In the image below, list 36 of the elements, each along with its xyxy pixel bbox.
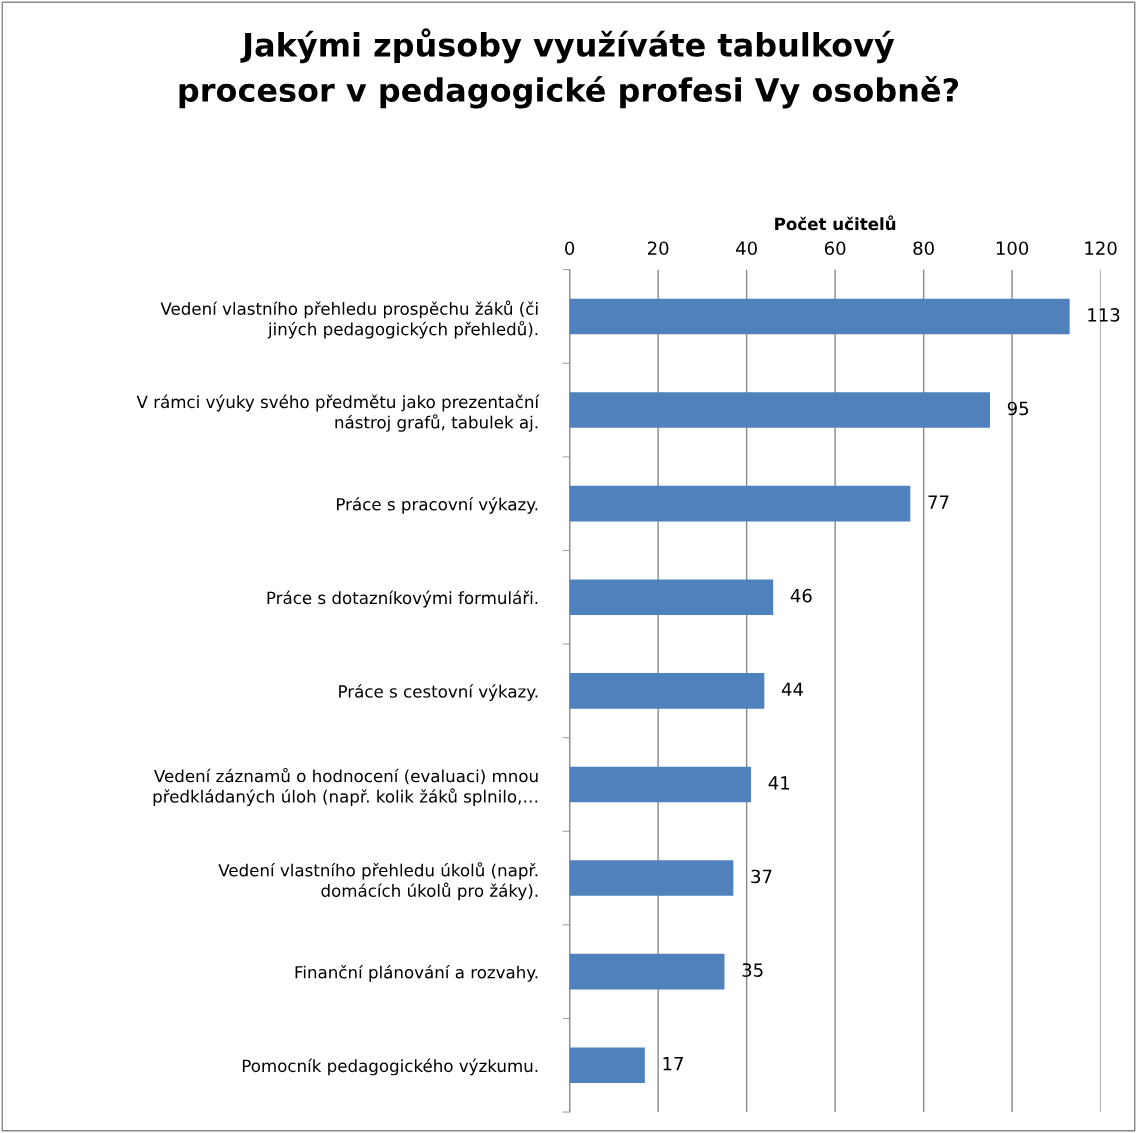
- y-tick-label: Práce s pracovní výkazy.: [337, 496, 538, 514]
- data-label: 77: [928, 495, 949, 509]
- bar: [569, 953, 725, 990]
- chart-title: Jakými způsoby využíváte tabulkový procesor v pedagogické profesi Vy osobně?: [179, 28, 959, 109]
- bar: [569, 1047, 645, 1084]
- x-tick-label: 60: [824, 241, 846, 256]
- bar: [569, 392, 990, 428]
- x-tick-label: 40: [736, 241, 757, 256]
- y-tick-label: Vedení vlastního přehledu prospěchu žáků (či jiných pedagogických přehledů).: [160, 300, 538, 339]
- data-label: 113: [1088, 308, 1120, 322]
- x-tick-label: 100: [996, 241, 1029, 256]
- x-tick-label: 120: [1085, 241, 1117, 256]
- bar: [569, 673, 765, 709]
- bar: [569, 860, 734, 896]
- y-tick-label: Práce s cestovní výkazy.: [339, 684, 538, 701]
- y-tick-label: Práce s dotazníkovými formuláři.: [267, 590, 538, 608]
- data-label: 17: [663, 1057, 683, 1071]
- data-label: 37: [751, 869, 772, 884]
- y-tick-label: Finanční plánování a rozvahy.: [295, 964, 538, 982]
- x-axis-title: Počet učitelů: [775, 215, 896, 231]
- y-tick-label: Vedení záznamů o hodnocení (evaluaci) mnou předkládaných úloh (např. kolik žáků splnilo,…: [153, 767, 538, 806]
- data-label: 46: [790, 588, 812, 603]
- data-label: 35: [742, 963, 763, 977]
- x-tick-label: 20: [647, 241, 669, 256]
- y-tick-label: Vedení vlastního přehledu úkolů (např. domácích úkolů pro žáky).: [218, 862, 538, 901]
- bar: [569, 298, 1070, 335]
- data-label: 95: [1007, 401, 1029, 416]
- y-tick-label: Pomocník pedagogického výzkumu.: [242, 1058, 538, 1076]
- data-label: 44: [781, 682, 803, 696]
- y-tick-label: V rámci výuky svého předmětu jako prezentační nástroj grafů, tabulek aj.: [136, 394, 540, 432]
- x-tick-label: 0: [565, 241, 575, 256]
- data-label: 41: [768, 776, 790, 790]
- bar: [569, 485, 911, 522]
- bar: [569, 766, 752, 803]
- bar: [569, 579, 774, 616]
- x-tick-label: 80: [913, 241, 934, 256]
